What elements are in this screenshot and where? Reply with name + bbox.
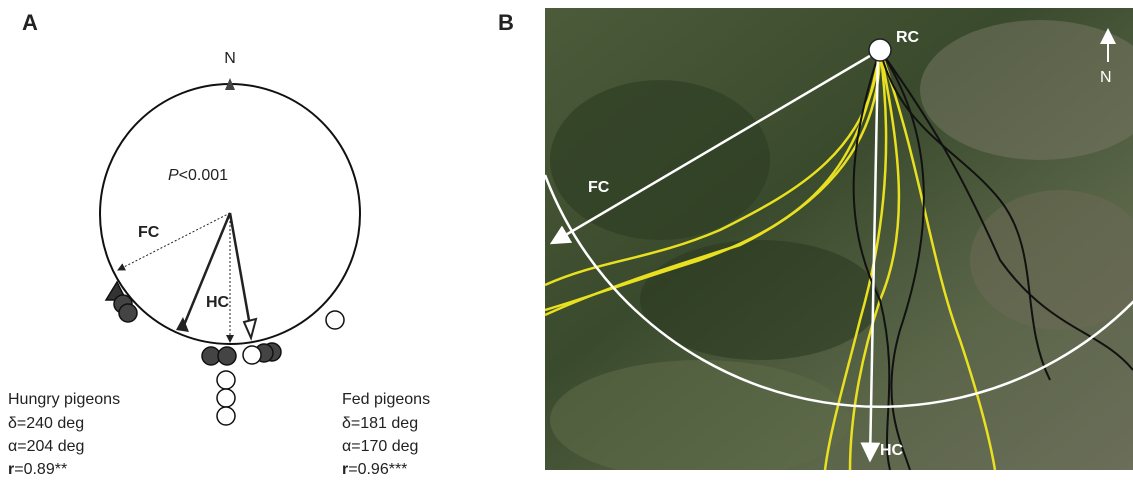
fed-arrowhead xyxy=(242,317,258,342)
stat: δ=181 deg xyxy=(342,415,418,432)
p-value: P<0.001 xyxy=(168,167,228,184)
panel-label: A xyxy=(22,10,38,35)
fc-direction xyxy=(549,48,881,245)
stat: r=0.89** xyxy=(8,461,67,478)
stat: r=0.96*** xyxy=(342,461,407,478)
stat: δ=240 deg xyxy=(8,415,84,432)
stat: Hungry pigeons xyxy=(8,391,120,408)
hc-label: HC xyxy=(880,442,904,459)
stat: α=170 deg xyxy=(342,438,418,455)
rc-label: RC xyxy=(896,29,920,46)
text: r xyxy=(342,461,348,478)
text: r xyxy=(8,461,14,478)
text: =0.96*** xyxy=(348,461,407,478)
fc-direction xyxy=(117,212,231,271)
hungry-vector xyxy=(180,212,232,331)
hc-direction xyxy=(860,49,881,463)
fed-stats: Fed pigeons δ=181 deg α=170 deg r=0.96**… xyxy=(342,391,430,478)
fed-vector xyxy=(228,212,252,327)
panel-label: B xyxy=(498,10,514,35)
fc-label: FC xyxy=(588,179,610,196)
text: =0.89** xyxy=(14,461,67,478)
fc-label: FC xyxy=(138,224,160,241)
text: <0.001 xyxy=(179,167,228,184)
text: P xyxy=(168,167,179,184)
satellite-map xyxy=(545,8,1133,470)
hc-label: HC xyxy=(206,294,230,311)
stat: α=204 deg xyxy=(8,438,84,455)
release-site xyxy=(868,38,892,62)
hungry-stats: Hungry pigeons δ=240 deg α=204 deg r=0.8… xyxy=(8,391,120,478)
north-label: N xyxy=(1100,69,1112,86)
north-marker xyxy=(225,78,235,90)
stat: Fed pigeons xyxy=(342,391,430,408)
bearings xyxy=(104,280,345,426)
north-label: N xyxy=(224,50,236,67)
hungry-arrowhead xyxy=(176,317,189,332)
